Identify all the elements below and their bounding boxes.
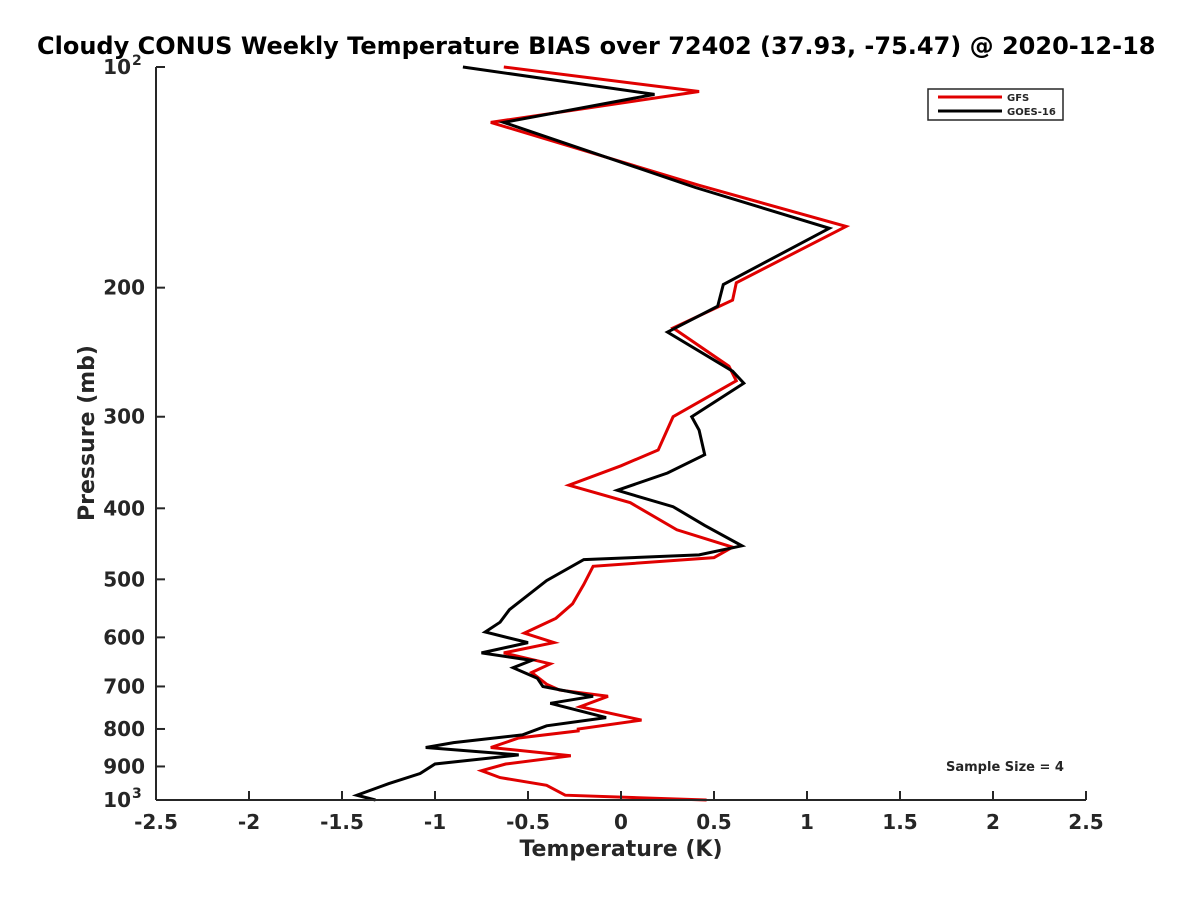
y-tick-label-exponent: 3 bbox=[132, 786, 142, 802]
y-tick-label: 600 bbox=[103, 625, 145, 649]
x-tick-label: -2 bbox=[238, 810, 260, 834]
y-tick-label: 10 bbox=[103, 55, 131, 79]
x-axis-label: Temperature (K) bbox=[519, 837, 722, 862]
chart-title: Cloudy CONUS Weekly Temperature BIAS ove… bbox=[37, 32, 1155, 60]
legend: GFS GOES-16 bbox=[927, 88, 1064, 121]
y-tick-label: 400 bbox=[103, 496, 145, 520]
y-tick-label: 10 bbox=[103, 788, 131, 812]
legend-label-gfs: GFS bbox=[1007, 93, 1029, 104]
x-tick-label: 0.5 bbox=[696, 810, 731, 834]
sample-size-annotation: Sample Size = 4 bbox=[946, 760, 1064, 775]
series-line-goes16 bbox=[351, 65, 834, 802]
x-tick-label: 1.5 bbox=[882, 810, 917, 834]
y-tick-label: 700 bbox=[103, 674, 145, 698]
x-tick-label: -0.5 bbox=[506, 810, 550, 834]
y-tick-label: 500 bbox=[103, 567, 145, 591]
y-tick-label-exponent: 2 bbox=[132, 53, 142, 69]
x-tick-label: -1 bbox=[424, 810, 446, 834]
legend-box bbox=[927, 88, 1064, 121]
x-tick-label: 2.5 bbox=[1068, 810, 1103, 834]
y-axis-label: Pressure (mb) bbox=[75, 345, 100, 521]
y-tick-label: 200 bbox=[103, 276, 145, 300]
y-tick-label: 300 bbox=[103, 405, 145, 429]
y-tick-label: 900 bbox=[103, 754, 145, 778]
x-axis-ticks: -2.5 -2 -1.5 -1 -0.5 0 0.5 1 1.5 2 2.5 bbox=[134, 791, 1104, 834]
legend-label-goes16: GOES-16 bbox=[1007, 107, 1056, 118]
x-tick-label: -2.5 bbox=[134, 810, 178, 834]
x-tick-label: 1 bbox=[800, 810, 814, 834]
y-tick-label: 800 bbox=[103, 717, 145, 741]
x-tick-label: 0 bbox=[614, 810, 628, 834]
x-tick-label: 2 bbox=[986, 810, 1000, 834]
x-tick-label: -1.5 bbox=[320, 810, 364, 834]
plot-area bbox=[156, 67, 1086, 800]
series-layer bbox=[351, 65, 851, 802]
